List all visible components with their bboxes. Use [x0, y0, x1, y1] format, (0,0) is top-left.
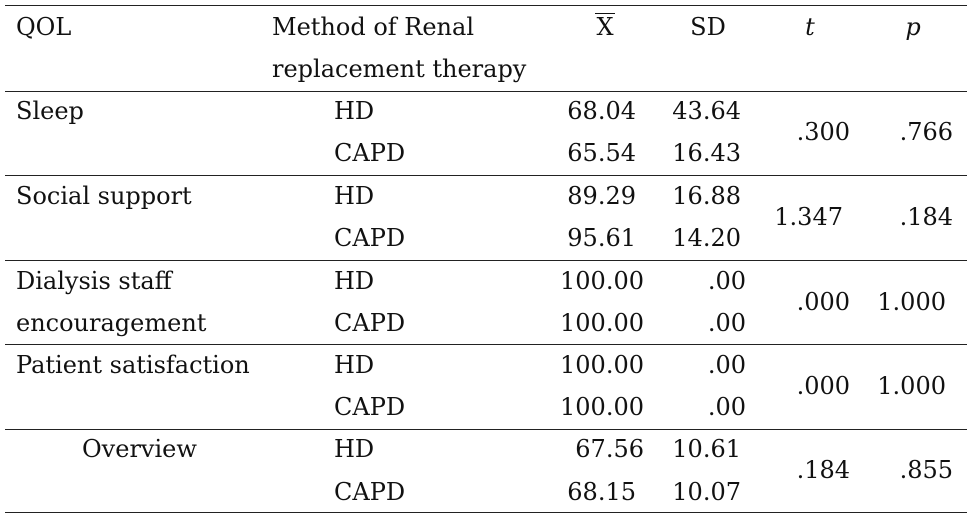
method-name: HD	[334, 351, 375, 379]
mean-value: 65.54	[567, 139, 636, 167]
mean-value: 89.29	[567, 182, 636, 210]
mean-value: 68.15	[567, 478, 636, 506]
sd-value: 10.61	[672, 435, 741, 463]
method-name: CAPD	[334, 478, 406, 506]
header-method-line2: replacement therapy	[272, 55, 527, 83]
mean-value: 100.00	[560, 393, 644, 421]
t-value: .000	[796, 288, 850, 316]
sd-value: 16.88	[672, 182, 741, 210]
sd-value: .00	[707, 351, 746, 379]
header-p: p	[905, 13, 921, 41]
p-value: .855	[899, 456, 953, 484]
mean-value: 68.04	[567, 97, 636, 125]
method-name: HD	[334, 97, 375, 125]
mean-value: 100.00	[560, 267, 644, 295]
method-name: HD	[334, 267, 375, 295]
header-method-line1: Method of Renal	[272, 13, 474, 41]
p-value: 1.000	[877, 372, 946, 400]
t-value: .000	[796, 372, 850, 400]
row-label: encouragement	[16, 309, 207, 337]
header-qol: QOL	[16, 13, 72, 41]
row-label: Sleep	[16, 97, 84, 125]
row-label: Overview	[82, 435, 197, 463]
sd-value: .00	[707, 393, 746, 421]
sd-value: 43.64	[672, 97, 741, 125]
p-value: .766	[899, 118, 953, 146]
method-name: CAPD	[334, 224, 406, 252]
row-divider	[5, 260, 967, 261]
p-value: .184	[899, 203, 953, 231]
t-value: .300	[796, 118, 850, 146]
row-label: Patient satisfaction	[16, 351, 250, 379]
sd-value: 14.20	[672, 224, 741, 252]
row-divider	[5, 344, 967, 345]
mean-value: 100.00	[560, 351, 644, 379]
mean-value: 67.56	[575, 435, 644, 463]
method-name: HD	[334, 182, 375, 210]
header-mean-symbol: X	[596, 13, 614, 41]
sd-value: .00	[707, 309, 746, 337]
t-value: .184	[796, 456, 850, 484]
mean-value: 95.61	[567, 224, 636, 252]
row-label: Social support	[16, 182, 192, 210]
sd-value: 10.07	[672, 478, 741, 506]
row-divider	[5, 429, 967, 430]
method-name: CAPD	[334, 393, 406, 421]
sd-value: 16.43	[672, 139, 741, 167]
t-value: 1.347	[774, 203, 843, 231]
table-top-rule	[5, 5, 967, 6]
header-t: t	[805, 13, 815, 41]
row-divider	[5, 175, 967, 176]
header-bottom-rule	[5, 91, 967, 92]
method-name: CAPD	[334, 139, 406, 167]
method-name: CAPD	[334, 309, 406, 337]
mean-value: 100.00	[560, 309, 644, 337]
row-label: Dialysis staff	[16, 267, 172, 295]
method-name: HD	[334, 435, 375, 463]
header-mean: X	[580, 12, 630, 42]
p-value: 1.000	[877, 288, 946, 316]
header-sd: SD	[690, 13, 726, 41]
table-bottom-rule	[5, 512, 967, 513]
sd-value: .00	[707, 267, 746, 295]
